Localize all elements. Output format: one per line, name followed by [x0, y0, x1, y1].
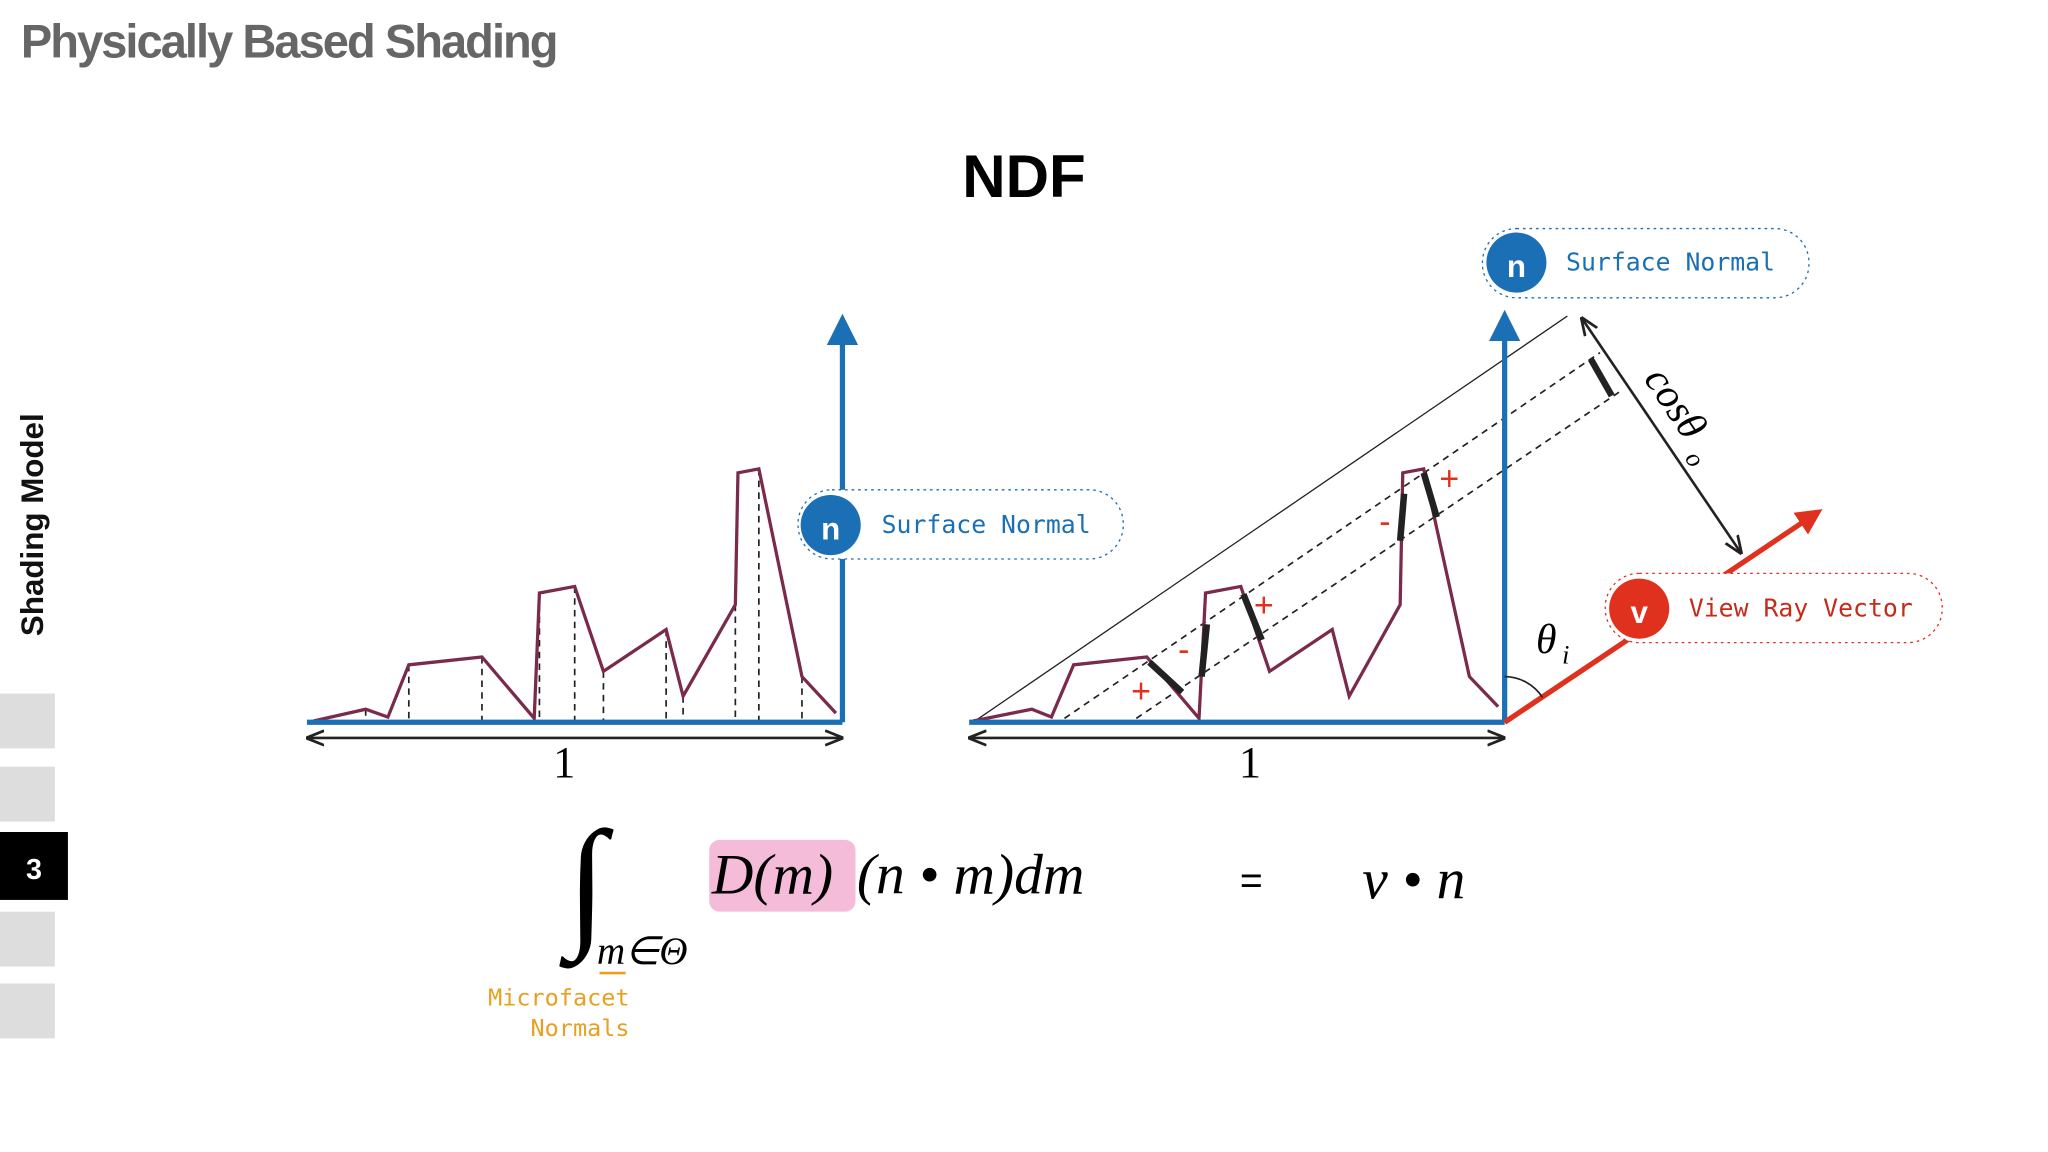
heading: NDF — [962, 143, 1085, 210]
ndf-term: D(m) — [711, 843, 833, 906]
normal-icon: n — [821, 511, 840, 546]
normal-label: Surface Normal — [882, 510, 1091, 539]
formula-rest: (n • m)dm — [857, 843, 1085, 906]
header-title: Physically Based Shading — [21, 14, 557, 67]
note: Microfacet — [488, 984, 629, 1012]
note: Normals — [531, 1014, 630, 1042]
page-number[interactable]: 3 — [26, 854, 42, 886]
formula: ∫ m∈Θ D(m) (n • m)dm = v • n Microfacet … — [488, 803, 1465, 1042]
view-label: View Ray Vector — [1689, 593, 1913, 622]
normal-icon: n — [1507, 249, 1526, 284]
view-icon: v — [1630, 595, 1648, 630]
section-label: Shading Model — [15, 413, 50, 636]
cos-label: cosθ — [1635, 359, 1716, 448]
theta-sub: i — [1562, 641, 1569, 670]
left-diagram: 1 n Surface Normal — [307, 313, 1124, 787]
formula-rhs: v • n — [1362, 849, 1465, 912]
integral: ∫ — [559, 803, 614, 969]
normal-label: Surface Normal — [1566, 247, 1775, 276]
sidebar-tabs — [0, 693, 68, 1039]
signs: + - + - + — [1131, 460, 1459, 711]
width-label: 1 — [1239, 737, 1261, 787]
sign: + — [1439, 460, 1459, 498]
sign: + — [1254, 586, 1274, 624]
cos-sub: o — [1679, 445, 1710, 472]
integral-domain: m∈Θ — [597, 930, 688, 973]
sign: + — [1131, 673, 1151, 711]
equals: = — [1240, 859, 1263, 902]
theta-label: θ — [1536, 617, 1557, 663]
sign: - — [1178, 631, 1189, 669]
sign: - — [1379, 503, 1390, 541]
width-label: 1 — [553, 737, 575, 787]
